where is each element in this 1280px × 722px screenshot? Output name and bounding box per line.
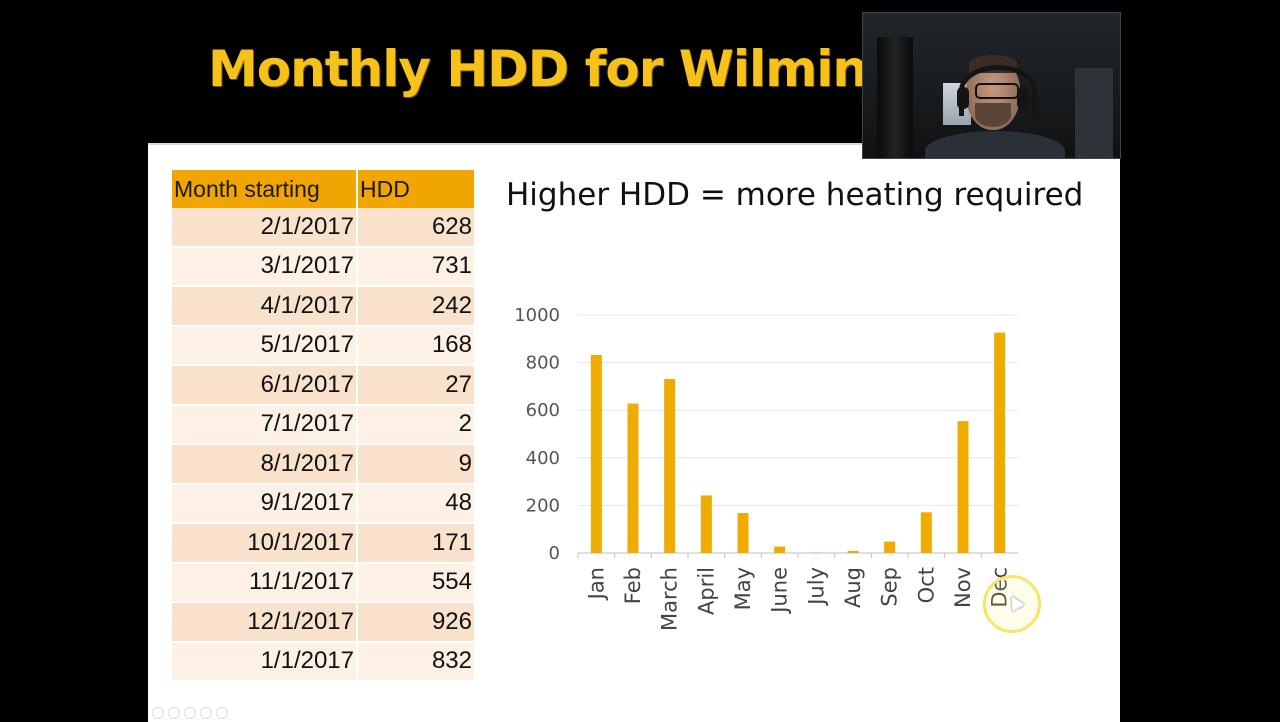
background-door xyxy=(1075,68,1113,158)
cell-hdd: 628 xyxy=(357,208,475,247)
cell-month-starting: 6/1/2017 xyxy=(172,365,357,405)
cell-month-starting: 5/1/2017 xyxy=(172,326,357,366)
cell-month-starting: 2/1/2017 xyxy=(172,208,357,247)
pen-icon[interactable] xyxy=(184,707,196,719)
bar-oct xyxy=(921,512,932,553)
table-header-row: Month starting HDD xyxy=(172,170,475,208)
bar-aug xyxy=(848,551,859,553)
cell-month-starting: 10/1/2017 xyxy=(172,523,357,563)
x-tick-label: Aug xyxy=(841,567,865,608)
bar-feb xyxy=(628,404,639,553)
prev-slide-icon[interactable] xyxy=(152,707,164,719)
y-tick-label: 0 xyxy=(549,543,560,564)
zoom-icon[interactable] xyxy=(200,707,212,719)
headphone-right-earcup xyxy=(1017,87,1029,109)
chart-caption: Higher HDD = more heating required xyxy=(506,177,1083,213)
cell-hdd: 9 xyxy=(357,444,475,484)
y-tick-label: 400 xyxy=(526,448,560,469)
cell-hdd: 27 xyxy=(357,365,475,405)
x-tick-label: Sep xyxy=(878,567,902,607)
x-tick-label: Nov xyxy=(951,567,975,608)
presenter-body xyxy=(925,131,1065,159)
slide-title: Monthly HDD for Wilming xyxy=(208,40,902,98)
x-tick-label: April xyxy=(694,567,718,615)
y-tick-label: 1000 xyxy=(514,305,560,326)
cell-hdd: 832 xyxy=(357,642,475,682)
x-tick-label: July xyxy=(804,567,828,607)
y-tick-label: 200 xyxy=(526,495,560,516)
cell-hdd: 554 xyxy=(357,563,475,603)
x-tick-label: Feb xyxy=(621,567,645,604)
cell-month-starting: 9/1/2017 xyxy=(172,484,357,524)
x-tick-label: June xyxy=(768,567,792,615)
headphone-left-earcup xyxy=(957,87,969,109)
cell-month-starting: 12/1/2017 xyxy=(172,602,357,642)
bookshelf xyxy=(877,37,913,158)
y-tick-label: 600 xyxy=(526,400,560,421)
cell-hdd: 926 xyxy=(357,602,475,642)
bar-nov xyxy=(958,421,969,553)
webcam-overlay xyxy=(862,12,1121,159)
cell-hdd: 168 xyxy=(357,326,475,366)
cell-month-starting: 7/1/2017 xyxy=(172,405,357,445)
x-tick-label: March xyxy=(658,567,682,631)
more-options-icon[interactable] xyxy=(216,707,228,719)
x-tick-label: May xyxy=(731,567,755,610)
slideshow-controls[interactable] xyxy=(152,707,228,719)
bar-june xyxy=(774,547,785,553)
cell-month-starting: 4/1/2017 xyxy=(172,286,357,326)
cell-hdd: 2 xyxy=(357,405,475,445)
cell-month-starting: 8/1/2017 xyxy=(172,444,357,484)
bar-jan xyxy=(591,355,602,553)
x-tick-label: Oct xyxy=(914,567,938,603)
cell-hdd: 731 xyxy=(357,247,475,287)
bar-may xyxy=(738,513,749,553)
cell-hdd: 48 xyxy=(357,484,475,524)
cell-hdd: 242 xyxy=(357,286,475,326)
bar-april xyxy=(701,495,712,553)
header-month-starting: Month starting xyxy=(172,170,357,208)
y-tick-label: 800 xyxy=(526,353,560,374)
x-tick-label: Jan xyxy=(584,567,608,601)
bar-sep xyxy=(884,542,895,553)
cell-month-starting: 3/1/2017 xyxy=(172,247,357,287)
next-slide-icon[interactable] xyxy=(168,707,180,719)
cell-month-starting: 1/1/2017 xyxy=(172,642,357,682)
cell-month-starting: 11/1/2017 xyxy=(172,563,357,603)
bar-march xyxy=(664,379,675,553)
bar-dec xyxy=(994,333,1005,553)
header-hdd: HDD xyxy=(357,170,475,208)
cell-hdd: 171 xyxy=(357,523,475,563)
